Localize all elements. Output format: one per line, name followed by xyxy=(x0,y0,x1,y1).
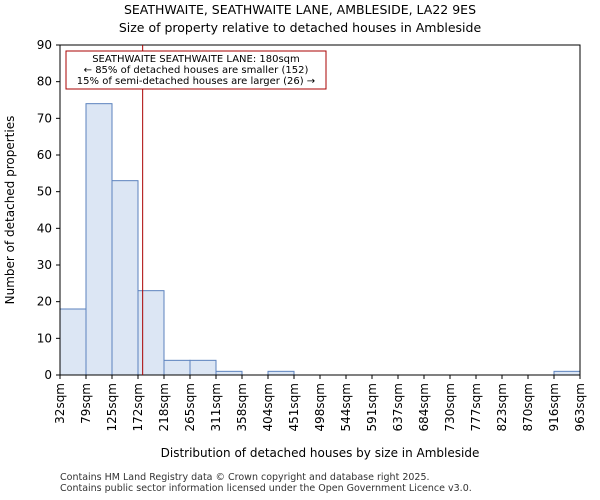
y-tick-label: 30 xyxy=(37,258,52,272)
x-tick-label: 544sqm xyxy=(339,383,353,431)
x-tick-label: 870sqm xyxy=(521,383,535,431)
x-tick-label: 172sqm xyxy=(131,383,145,431)
y-tick-label: 90 xyxy=(37,38,52,52)
x-axis-label: Distribution of detached houses by size … xyxy=(161,446,480,460)
annotation-box: SEATHWAITE SEATHWAITE LANE: 180sqm ← 85%… xyxy=(65,50,327,90)
chart-title: SEATHWAITE, SEATHWAITE LANE, AMBLESIDE, … xyxy=(123,2,477,17)
x-tick-label: 79sqm xyxy=(79,383,93,424)
x-tick-label: 730sqm xyxy=(443,383,457,431)
y-axis-ticks: 0 10 20 30 40 50 60 70 80 90 xyxy=(37,38,60,382)
y-tick-label: 40 xyxy=(37,221,52,235)
x-tick-label: 125sqm xyxy=(105,383,119,431)
x-tick-label: 451sqm xyxy=(287,383,301,431)
x-tick-label: 637sqm xyxy=(391,383,405,431)
y-tick-label: 0 xyxy=(44,368,52,382)
bar-32sqm xyxy=(59,308,87,376)
x-tick-label: 265sqm xyxy=(183,383,197,431)
annotation-line-1: SEATHWAITE SEATHWAITE LANE: 180sqm xyxy=(92,54,300,65)
x-tick-label: 823sqm xyxy=(495,383,509,431)
chart-subtitle: Size of property relative to detached ho… xyxy=(118,20,482,35)
annotation-line-3: 15% of semi-detached houses are larger (… xyxy=(77,76,315,87)
footer-line-1: Contains HM Land Registry data © Crown c… xyxy=(60,472,430,483)
y-tick-label: 10 xyxy=(37,331,52,345)
y-tick-label: 50 xyxy=(37,185,52,199)
plot-frame xyxy=(59,44,581,376)
y-tick-label: 20 xyxy=(37,295,52,309)
bar-group xyxy=(59,103,581,376)
x-tick-label: 358sqm xyxy=(235,383,249,431)
x-tick-label: 404sqm xyxy=(261,383,275,431)
x-axis-ticks: 32sqm 79sqm 125sqm 172sqm 218sqm 265sqm 311sqm… xyxy=(53,375,587,431)
footer-line-2: Contains public sector information licen… xyxy=(60,483,472,494)
x-tick-label: 218sqm xyxy=(157,383,171,431)
bar-79sqm xyxy=(85,103,113,376)
bar-404sqm xyxy=(267,370,295,376)
x-tick-label: 684sqm xyxy=(417,383,431,431)
bar-125sqm xyxy=(111,180,139,376)
x-tick-label: 591sqm xyxy=(365,383,379,431)
x-tick-label: 916sqm xyxy=(547,383,561,431)
x-tick-label: 963sqm xyxy=(573,383,587,431)
annotation-line-2: ← 85% of detached houses are smaller (15… xyxy=(84,65,309,76)
x-tick-label: 777sqm xyxy=(469,383,483,431)
bar-265sqm xyxy=(189,359,217,376)
y-tick-label: 70 xyxy=(37,111,52,125)
bar-172sqm xyxy=(137,290,165,376)
x-tick-label: 32sqm xyxy=(53,383,67,424)
bar-218sqm xyxy=(163,359,191,376)
annotation-border xyxy=(65,50,327,90)
y-axis-label: Number of detached properties xyxy=(3,116,17,305)
bar-916sqm xyxy=(553,370,581,376)
x-tick-label: 311sqm xyxy=(209,383,223,431)
bar-311sqm xyxy=(215,370,243,376)
x-tick-label: 498sqm xyxy=(313,383,327,431)
y-tick-label: 80 xyxy=(37,75,52,89)
y-tick-label: 60 xyxy=(37,148,52,162)
